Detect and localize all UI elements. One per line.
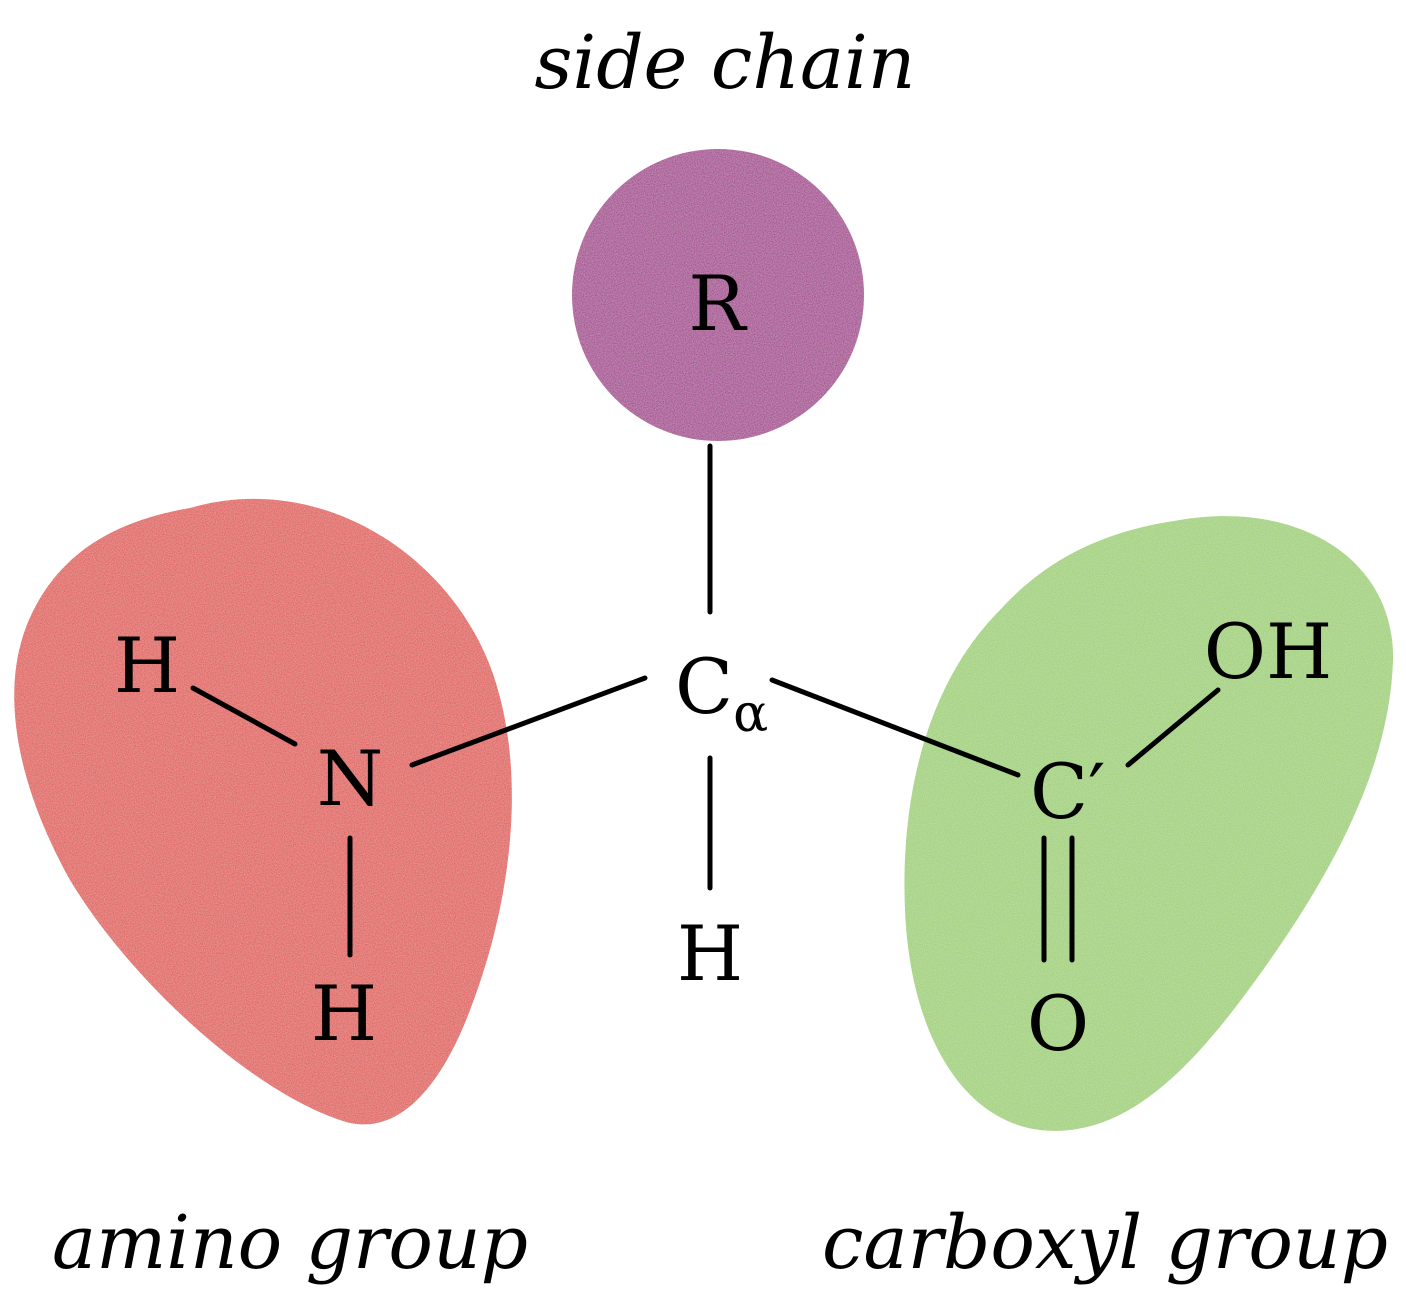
atom-r: R bbox=[688, 259, 748, 348]
bond-calpha-n bbox=[409, 675, 648, 768]
bond-n-h-upper bbox=[190, 685, 298, 747]
atom-c-alpha-subscript: α bbox=[733, 684, 768, 744]
amino-group-label: amino group bbox=[52, 1200, 528, 1286]
atom-c-alpha-main: C bbox=[675, 642, 733, 731]
bond-cprime-oh bbox=[1125, 687, 1221, 768]
amino-group-blob bbox=[14, 498, 512, 1125]
side-chain-blob bbox=[572, 149, 864, 441]
carboxyl-group-blob bbox=[904, 516, 1394, 1131]
atom-h-alpha: H bbox=[677, 909, 743, 998]
carboxyl-group-label: carboxyl group bbox=[822, 1200, 1388, 1286]
atom-o: O bbox=[1027, 979, 1089, 1068]
bond-calpha-cprime bbox=[769, 677, 1021, 778]
atom-c-alpha: Cα bbox=[675, 642, 768, 744]
side-chain-label: side chain bbox=[535, 20, 916, 106]
atom-h-amino-lower: H bbox=[311, 969, 377, 1058]
atom-h-amino-upper: H bbox=[114, 621, 180, 710]
atom-c-prime: C′ bbox=[1030, 747, 1105, 836]
atom-oh: OH bbox=[1204, 607, 1333, 696]
atom-n: N bbox=[317, 734, 384, 823]
